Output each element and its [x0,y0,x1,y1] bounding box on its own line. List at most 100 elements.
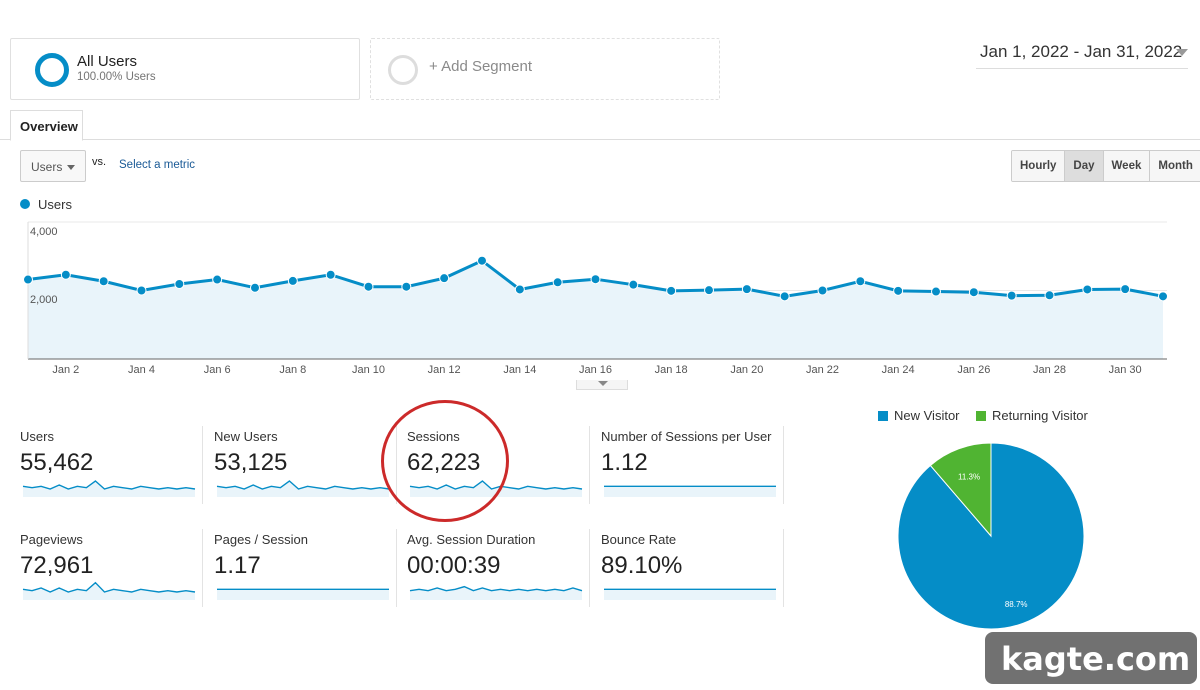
users-point[interactable] [779,291,790,302]
users-point[interactable] [325,269,336,280]
metric-sparkline [409,585,583,600]
metric-sparkline [216,480,390,497]
sparkline-line [409,585,583,592]
segment-all-users[interactable]: All Users 100.00% Users [10,38,360,100]
tab-overview[interactable]: Overview [10,110,83,141]
users-point[interactable] [590,274,601,285]
x-tick-label: Jan 16 [578,364,613,376]
x-tick-label: Jan 8 [279,364,307,376]
pie-slice-returning-visitor[interactable] [929,442,992,538]
x-tick-label: Jan 2 [52,364,80,376]
returning-visitor-swatch [976,411,986,421]
metric-tile[interactable]: Users 55,462 [20,429,200,507]
metric-label: Avg. Session Duration [407,532,536,547]
pie-legend-returning: Returning Visitor [976,408,1088,423]
users-point[interactable] [287,275,298,286]
users-point[interactable] [250,282,260,293]
users-point[interactable] [174,278,185,289]
users-point[interactable] [23,274,33,285]
metric-label: Bounce Rate [601,532,677,547]
users-point[interactable] [704,285,714,296]
users-point[interactable] [931,286,941,297]
pie-slice-label: 88.7% [1005,600,1028,609]
add-segment-label: + Add Segment [429,58,532,75]
metric-value: 53,125 [214,449,288,476]
new-visitor-swatch [878,411,888,421]
metric-sparkline [22,480,196,497]
users-point[interactable] [893,285,904,296]
metric-tile[interactable]: Pageviews 72,961 [20,532,200,610]
pie-slice-label: 11.3% [958,473,980,482]
metric-tile[interactable]: Number of Sessions per User 1.12 [601,429,781,507]
metric-label: Pages / Session [214,532,308,547]
users-point[interactable] [60,269,71,280]
users-point[interactable] [514,284,525,295]
users-point[interactable] [1006,290,1017,301]
metric-select[interactable]: Users [20,150,86,182]
metric-value: 55,462 [20,449,94,476]
pie-slice-new-visitor[interactable] [897,442,1085,630]
granularity-week-button[interactable]: Week [1103,151,1151,181]
metric-tile[interactable]: Pages / Session 1.17 [214,532,394,610]
x-tick-label: Jan 30 [1108,364,1142,376]
sparkline-line [22,480,196,490]
x-tick-label: Jan 12 [427,364,461,376]
users-point[interactable] [1082,284,1093,295]
x-tick-label: Jan 10 [351,364,386,376]
users-point[interactable] [817,285,828,296]
pie-legend-new: New Visitor [878,408,960,423]
metric-divider [202,529,203,607]
y-tick-4000: 4,000 [30,226,58,238]
metric-tile[interactable]: Avg. Session Duration 00:00:39 [407,532,587,610]
x-tick-label: Jan 18 [654,364,688,376]
x-tick-label: Jan 14 [503,364,537,376]
sparkline-area [217,481,389,497]
granularity-buttons: Hourly Day Week Month [1011,150,1200,182]
users-point[interactable] [552,277,563,288]
collapse-chart-toggle[interactable] [576,380,628,390]
granularity-month-button[interactable]: Month [1150,151,1200,181]
users-point[interactable] [741,284,752,295]
users-point[interactable] [401,281,412,292]
metric-tile[interactable]: Bounce Rate 89.10% [601,532,781,610]
metric-divider [202,426,203,504]
pie-legend-returning-label: Returning Visitor [992,408,1088,423]
granularity-hourly-button[interactable]: Hourly [1012,151,1066,181]
users-legend-dot [20,199,30,209]
pie-legend-new-label: New Visitor [894,408,960,423]
users-point[interactable] [1044,290,1055,301]
granularity-day-button[interactable]: Day [1065,151,1104,181]
users-point[interactable] [1158,291,1168,302]
users-point[interactable] [212,274,223,285]
users-point[interactable] [363,281,374,292]
metric-sparkline [217,588,389,600]
metric-label: New Users [214,429,278,444]
metric-value: 89.10% [601,552,683,579]
metric-tile[interactable]: New Users 53,125 [214,429,394,507]
users-point[interactable] [477,255,487,266]
date-range-picker[interactable]: Jan 1, 2022 - Jan 31, 2022 [976,42,1188,69]
select-metric-link[interactable]: Select a metric [119,159,196,171]
users-point[interactable] [439,273,450,284]
add-segment-ring-icon [388,55,418,85]
metric-divider [783,426,784,504]
metric-label: Users [20,429,54,444]
users-point[interactable] [666,285,677,296]
sparkline-area [604,486,776,497]
watermark: kagte.com [985,632,1197,684]
x-tick-label: Jan 24 [881,364,915,376]
sparkline-line [216,480,390,490]
segment-subtitle: 100.00% Users [77,71,156,83]
users-point[interactable] [136,285,147,296]
x-tick-label: Jan 6 [203,364,231,376]
metric-sparkline [604,485,776,497]
x-tick-label: Jan 20 [730,364,764,376]
users-point[interactable] [855,276,866,287]
users-point[interactable] [968,287,979,298]
x-tick-label: Jan 4 [128,364,155,376]
add-segment-button[interactable]: + Add Segment [370,38,720,100]
users-point[interactable] [98,276,109,287]
users-point[interactable] [628,279,639,290]
users-point[interactable] [1120,284,1131,295]
metric-sparkline [604,588,776,600]
